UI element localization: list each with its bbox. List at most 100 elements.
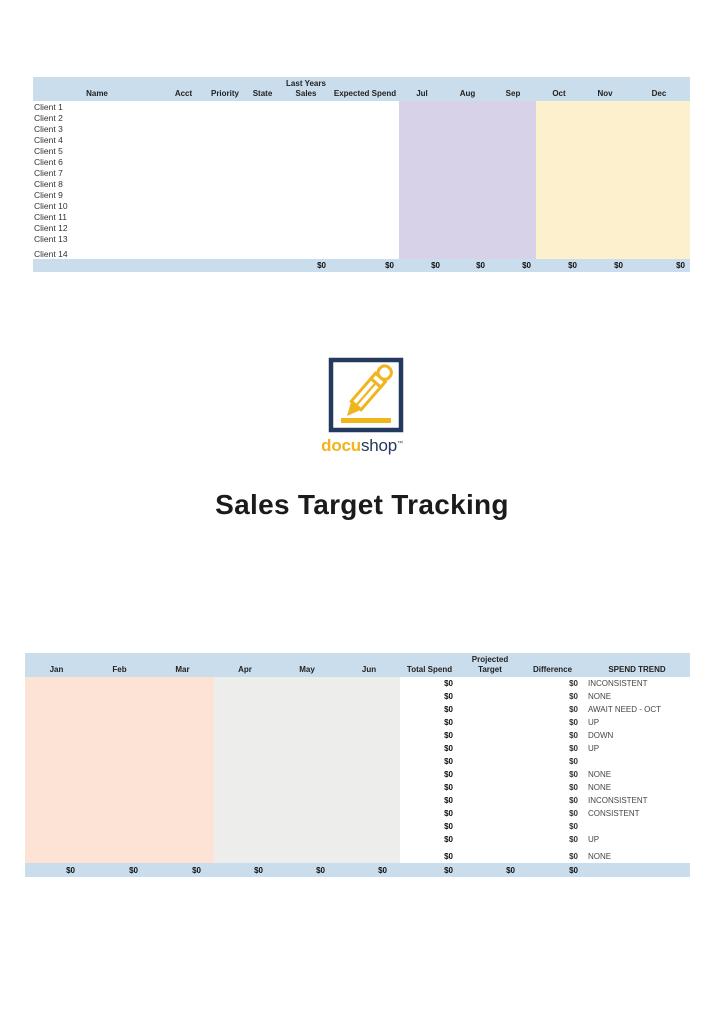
nov-cell xyxy=(582,178,628,189)
state-cell xyxy=(244,233,281,244)
jun-cell xyxy=(338,755,400,768)
oct-cell xyxy=(536,167,582,178)
jan-jun-summary-table: Jan Feb Mar Apr May Jun Total Spend Projected Ta… xyxy=(25,653,690,877)
acct-cell xyxy=(161,145,206,156)
state-cell xyxy=(244,244,281,259)
spend-trend-cell: INCONSISTENT xyxy=(588,679,648,688)
mar-cell xyxy=(151,703,214,716)
state-cell xyxy=(244,200,281,211)
jun-cell xyxy=(338,807,400,820)
last-years-sales-cell xyxy=(281,167,331,178)
projected-target-cell xyxy=(459,755,521,768)
dec-cell xyxy=(628,200,690,211)
feb-cell xyxy=(88,794,151,807)
acct-cell xyxy=(161,167,206,178)
oct-cell xyxy=(536,145,582,156)
oct-cell xyxy=(536,222,582,233)
total-spend-cell: $0 xyxy=(444,809,453,818)
jan-cell xyxy=(25,703,88,716)
table-row: $0 $0 CONSISTENT xyxy=(25,807,690,820)
priority-cell xyxy=(206,189,244,200)
state-cell xyxy=(244,156,281,167)
jul-cell xyxy=(399,189,445,200)
sep-cell xyxy=(490,200,536,211)
state-cell xyxy=(244,112,281,123)
dec-cell xyxy=(628,156,690,167)
spend-trend-cell: NONE xyxy=(588,692,612,701)
col-header-spend-trend: SPEND TREND xyxy=(584,653,690,677)
spend-trend-cell: NONE xyxy=(588,852,612,861)
oct-cell xyxy=(536,156,582,167)
aug-cell xyxy=(445,244,490,259)
priority-cell xyxy=(206,134,244,145)
may-cell xyxy=(276,742,338,755)
sep-cell xyxy=(490,189,536,200)
projected-target-cell xyxy=(459,690,521,703)
table-row: Client 9 xyxy=(33,189,690,200)
apr-cell xyxy=(214,703,276,716)
mar-cell xyxy=(151,716,214,729)
table-row: Client 2 xyxy=(33,112,690,123)
table-row: $0 $0 INCONSISTENT xyxy=(25,794,690,807)
feb-cell xyxy=(88,781,151,794)
total-spend-cell: $0 xyxy=(444,692,453,701)
page-title: Sales Target Tracking xyxy=(215,489,509,520)
last-years-sales-cell xyxy=(281,200,331,211)
dec-cell xyxy=(628,178,690,189)
may-cell xyxy=(276,794,338,807)
total-cell: $0 xyxy=(536,259,582,272)
sep-cell xyxy=(490,211,536,222)
mar-cell xyxy=(151,807,214,820)
acct-cell xyxy=(161,233,206,244)
projected-target-cell xyxy=(459,794,521,807)
priority-cell xyxy=(206,200,244,211)
apr-cell xyxy=(214,742,276,755)
expected-spend-cell xyxy=(331,233,399,244)
may-cell xyxy=(276,729,338,742)
total-spend-cell: $0 xyxy=(444,796,453,805)
difference-cell: $0 xyxy=(569,796,578,805)
jan-cell xyxy=(25,794,88,807)
priority-cell xyxy=(206,101,244,112)
mar-cell xyxy=(151,742,214,755)
dec-cell xyxy=(628,101,690,112)
feb-cell xyxy=(88,742,151,755)
spend-trend-cell: CONSISTENT xyxy=(588,809,640,818)
col-header-jun: Jun xyxy=(338,653,400,677)
col-header-apr: Apr xyxy=(214,653,276,677)
col-header-nov: Nov xyxy=(582,77,628,101)
col-header-sep: Sep xyxy=(490,77,536,101)
table-row: Client 13 xyxy=(33,233,690,244)
col-header-acct: Acct xyxy=(161,77,206,101)
dec-cell xyxy=(628,123,690,134)
mar-cell xyxy=(151,833,214,846)
jun-cell xyxy=(338,794,400,807)
feb-cell xyxy=(88,807,151,820)
last-years-sales-cell xyxy=(281,101,331,112)
may-cell xyxy=(276,768,338,781)
feb-cell xyxy=(88,716,151,729)
table-row: $0 $0 INCONSISTENT xyxy=(25,677,690,690)
total-spend-cell: $0 xyxy=(444,718,453,727)
mar-cell xyxy=(151,768,214,781)
oct-cell xyxy=(536,101,582,112)
priority-cell xyxy=(206,112,244,123)
state-cell xyxy=(244,189,281,200)
projected-target-cell xyxy=(459,729,521,742)
table-row: $0 $0 xyxy=(25,820,690,833)
expected-spend-cell xyxy=(331,222,399,233)
sep-cell xyxy=(490,167,536,178)
projected-target-cell xyxy=(459,846,521,863)
total-cell: $0 xyxy=(151,863,214,877)
aug-cell xyxy=(445,134,490,145)
state-cell xyxy=(244,145,281,156)
col-header-target: Projected Target xyxy=(459,653,521,677)
client-name-cell: Client 14 xyxy=(34,248,68,259)
client-name-cell: Client 9 xyxy=(34,189,63,200)
jul-cell xyxy=(399,145,445,156)
aug-cell xyxy=(445,211,490,222)
last-years-sales-cell xyxy=(281,156,331,167)
client-name-cell: Client 11 xyxy=(34,211,67,222)
jul-cell xyxy=(399,123,445,134)
jun-cell xyxy=(338,768,400,781)
